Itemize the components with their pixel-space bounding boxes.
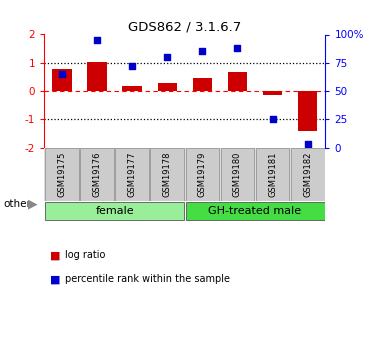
Bar [45, 202, 184, 220]
Text: GSM19177: GSM19177 [127, 152, 137, 197]
Bar [151, 148, 184, 201]
Bar [228, 72, 247, 91]
Text: GSM19178: GSM19178 [163, 152, 172, 197]
Bar [87, 62, 107, 91]
Point [129, 63, 135, 69]
Text: GSM19175: GSM19175 [57, 152, 66, 197]
Point [305, 141, 311, 147]
Text: GSM19176: GSM19176 [92, 152, 102, 197]
Bar [115, 148, 149, 201]
Text: ■: ■ [50, 275, 60, 284]
Bar [157, 83, 177, 91]
Title: GDS862 / 3.1.6.7: GDS862 / 3.1.6.7 [128, 20, 241, 33]
Bar [45, 148, 79, 201]
Text: ■: ■ [50, 250, 60, 260]
Point [94, 37, 100, 43]
Text: GSM19181: GSM19181 [268, 152, 277, 197]
Bar [256, 148, 290, 201]
Bar [298, 91, 317, 131]
Bar [291, 148, 325, 201]
Bar [52, 69, 72, 91]
Point [164, 55, 170, 60]
Text: ▶: ▶ [28, 197, 37, 210]
Bar [80, 148, 114, 201]
Point [234, 45, 241, 51]
Bar [221, 148, 254, 201]
Text: log ratio: log ratio [65, 250, 106, 260]
Bar [186, 202, 325, 220]
Point [270, 117, 276, 122]
Bar [263, 91, 282, 95]
Text: percentile rank within the sample: percentile rank within the sample [65, 275, 231, 284]
Text: female: female [95, 206, 134, 216]
Text: other: other [4, 199, 32, 208]
Bar [122, 86, 142, 91]
Point [59, 71, 65, 77]
Bar [193, 78, 212, 91]
Bar [186, 148, 219, 201]
Text: GSM19180: GSM19180 [233, 152, 242, 197]
Text: GSM19179: GSM19179 [198, 152, 207, 197]
Text: GH-treated male: GH-treated male [209, 206, 301, 216]
Point [199, 49, 206, 54]
Text: GSM19182: GSM19182 [303, 152, 312, 197]
